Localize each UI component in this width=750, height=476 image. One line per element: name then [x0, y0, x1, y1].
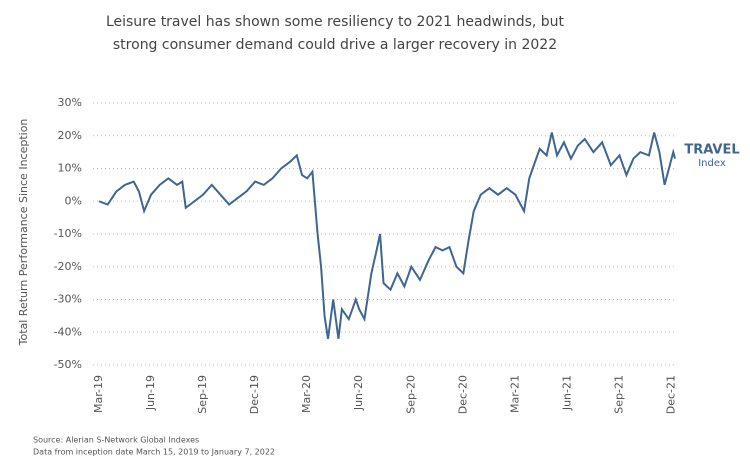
x-tick-label: Sep-21	[612, 375, 625, 414]
x-tick-label: Mar-21	[508, 375, 521, 413]
x-tick-label: Sep-19	[196, 375, 209, 414]
y-tick-label: -30%	[54, 293, 82, 306]
x-tick-label: Sep-20	[404, 375, 417, 414]
y-axis-label: Total Return Performance Since Inception	[17, 119, 30, 347]
y-tick-label: 0%	[65, 194, 82, 207]
chart-title: strong consumer demand could drive a lar…	[113, 37, 557, 53]
y-tick-label: -40%	[54, 325, 82, 338]
y-tick-label: -20%	[54, 260, 82, 273]
series-sublabel: Index	[698, 158, 726, 169]
line-series	[98, 132, 676, 339]
y-tick-label: -10%	[54, 227, 82, 240]
y-tick-label: -50%	[54, 358, 82, 371]
x-tick-label: Jun-19	[144, 375, 157, 411]
chart-title: Leisure travel has shown some resiliency…	[106, 14, 565, 30]
x-tick-label: Dec-19	[248, 375, 261, 414]
y-tick-label: 20%	[58, 129, 82, 142]
x-tick-label: Dec-20	[456, 375, 469, 414]
x-tick-label: Mar-20	[300, 375, 313, 413]
x-tick-label: Dec-21	[665, 375, 678, 414]
x-tick-label: Mar-19	[92, 375, 105, 413]
x-tick-label: Jun-20	[352, 375, 365, 411]
series-label: TRAVEL	[684, 143, 739, 158]
source-note: Source: Alerian S-Network Global Indexes	[33, 436, 199, 445]
source-note: Data from inception date March 15, 2019 …	[33, 448, 275, 457]
y-tick-label: 10%	[58, 162, 82, 175]
x-tick-label: Jun-21	[560, 375, 573, 411]
y-tick-label: 30%	[58, 96, 82, 109]
